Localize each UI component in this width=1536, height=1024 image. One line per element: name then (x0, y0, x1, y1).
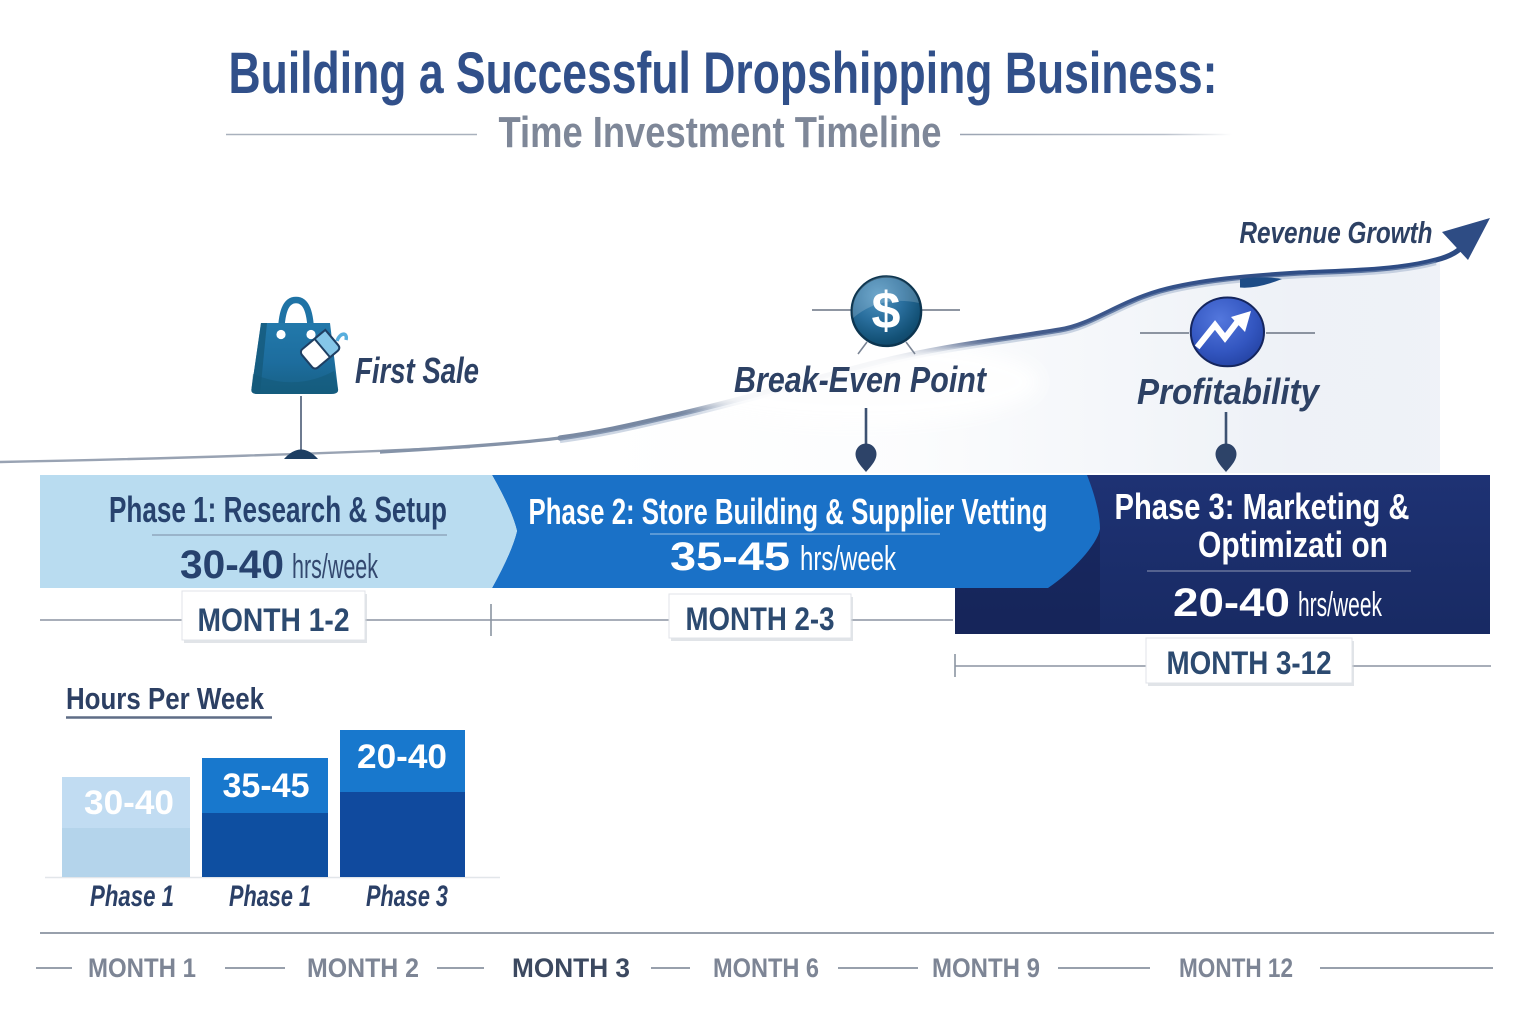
svg-text:Hours Per Week: Hours Per Week (66, 681, 265, 716)
svg-text:Break-Even Point: Break-Even Point (734, 359, 988, 400)
svg-text:MONTH 3: MONTH 3 (512, 953, 630, 983)
svg-text:MONTH 12: MONTH 12 (1179, 953, 1293, 983)
svg-text:Optimizati on: Optimizati on (1198, 524, 1388, 565)
svg-text:Phase 1: Research & Setup: Phase 1: Research & Setup (109, 489, 447, 530)
svg-text:$: $ (872, 282, 901, 340)
svg-text:hrs/week: hrs/week (1298, 586, 1383, 624)
svg-text:hrs/week: hrs/week (292, 548, 379, 586)
svg-text:hrs/week: hrs/week (800, 540, 897, 578)
svg-text:Phase 2: Store Building & Supp: Phase 2: Store Building & Supplier Vetti… (529, 491, 1048, 532)
svg-text:MONTH 2-3: MONTH 2-3 (686, 601, 835, 637)
svg-text:20-40: 20-40 (1173, 581, 1290, 625)
svg-text:First Sale: First Sale (355, 350, 479, 391)
svg-text:MONTH 1: MONTH 1 (88, 953, 196, 983)
svg-text:Phase 3: Phase 3 (366, 880, 448, 913)
svg-text:Time Investment Timeline: Time Investment Timeline (499, 108, 942, 157)
svg-text:35-45: 35-45 (223, 767, 310, 805)
svg-text:30-40: 30-40 (84, 784, 174, 822)
svg-text:30-40: 30-40 (180, 543, 284, 587)
svg-text:35-45: 35-45 (670, 535, 790, 579)
svg-text:MONTH 2: MONTH 2 (307, 953, 419, 983)
svg-text:Profitability: Profitability (1137, 371, 1321, 412)
svg-text:Phase 3: Marketing &: Phase 3: Marketing & (1115, 486, 1410, 527)
svg-text:Building a Successful Dropship: Building a Successful Dropshipping Busin… (229, 41, 1218, 106)
svg-text:Phase 1: Phase 1 (229, 880, 311, 913)
svg-text:20-40: 20-40 (357, 738, 447, 776)
svg-text:Revenue Growth: Revenue Growth (1240, 215, 1433, 250)
svg-text:MONTH 3-12: MONTH 3-12 (1167, 645, 1332, 681)
svg-text:MONTH 1-2: MONTH 1-2 (198, 602, 350, 638)
svg-text:MONTH 6: MONTH 6 (713, 953, 819, 983)
svg-text:Phase 1: Phase 1 (90, 880, 174, 913)
svg-text:MONTH 9: MONTH 9 (932, 953, 1040, 983)
